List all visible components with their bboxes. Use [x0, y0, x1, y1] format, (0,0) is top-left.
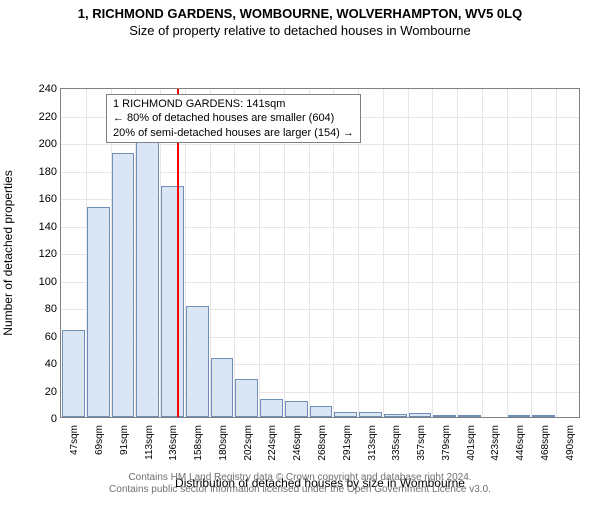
chart-footer: Contains HM Land Registry data © Crown c… [0, 472, 600, 496]
x-tick-label: 291sqm [342, 425, 353, 461]
histogram-bar [136, 108, 159, 417]
y-tick-label: 0 [51, 413, 57, 425]
x-tick-label: 379sqm [441, 425, 452, 461]
x-tick-label: 401sqm [466, 425, 477, 461]
x-tick-label: 158sqm [193, 425, 204, 461]
grid-line [507, 89, 508, 417]
x-tick-label: 446sqm [515, 425, 526, 461]
histogram-bar [260, 399, 283, 417]
histogram-bar [310, 406, 333, 417]
histogram-bar [211, 358, 234, 417]
histogram-bar [87, 207, 110, 417]
annotation-line: 20% of semi-detached houses are larger (… [113, 126, 354, 140]
annotation-line: 1 RICHMOND GARDENS: 141sqm [113, 97, 354, 111]
y-axis-title: Number of detached properties [1, 170, 15, 335]
histogram-bar [112, 153, 135, 417]
chart-title: 1, RICHMOND GARDENS, WOMBOURNE, WOLVERHA… [0, 0, 600, 21]
grid-line [457, 89, 458, 417]
histogram-bar [235, 379, 258, 418]
x-tick-label: 268sqm [317, 425, 328, 461]
chart-subtitle: Size of property relative to detached ho… [0, 21, 600, 40]
histogram-bar [532, 415, 555, 417]
chart-container: 0 20 40 60 80 100 120 140 160 180 200 220 240 47sqm 69… [0, 40, 600, 508]
y-tick-label: 160 [39, 193, 57, 205]
x-tick-label: 202sqm [243, 425, 254, 461]
x-tick-label: 113sqm [144, 425, 155, 460]
y-tick-label: 240 [39, 83, 57, 95]
histogram-bar [508, 415, 531, 417]
y-tick-label: 220 [39, 111, 57, 123]
histogram-bar [384, 414, 407, 417]
histogram-bar [334, 412, 357, 418]
histogram-bar [161, 186, 184, 417]
y-tick-label: 40 [45, 358, 57, 370]
x-tick-label: 69sqm [94, 425, 105, 455]
y-tick-label: 200 [39, 138, 57, 150]
grid-line [482, 89, 483, 417]
footer-line-1: Contains HM Land Registry data © Crown c… [0, 472, 600, 484]
x-tick-label: 136sqm [168, 425, 179, 461]
y-tick-label: 140 [39, 221, 57, 233]
y-tick-label: 60 [45, 331, 57, 343]
y-tick-label: 100 [39, 276, 57, 288]
grid-line [408, 89, 409, 417]
y-tick-label: 20 [45, 386, 57, 398]
histogram-bar [285, 401, 308, 418]
grid-line [383, 89, 384, 417]
histogram-bar [458, 415, 481, 417]
histogram-bar [433, 415, 456, 417]
annotation-line: ← 80% of detached houses are smaller (60… [113, 111, 354, 125]
annotation-box: 1 RICHMOND GARDENS: 141sqm← 80% of detac… [106, 94, 361, 143]
plot-area: 02040608010012014016018020022024047sqm69… [60, 88, 580, 418]
x-tick-label: 91sqm [119, 425, 130, 455]
x-tick-label: 468sqm [540, 425, 551, 461]
y-tick-label: 180 [39, 166, 57, 178]
x-tick-label: 47sqm [69, 425, 80, 455]
grid-line [556, 89, 557, 417]
histogram-bar [62, 330, 85, 417]
x-tick-label: 357sqm [416, 425, 427, 461]
x-tick-label: 423sqm [490, 425, 501, 461]
x-tick-label: 224sqm [267, 425, 278, 461]
x-tick-label: 313sqm [367, 425, 378, 461]
x-tick-label: 246sqm [292, 425, 303, 461]
y-tick-label: 120 [39, 248, 57, 260]
grid-line [86, 89, 87, 417]
x-tick-label: 490sqm [565, 425, 576, 461]
x-tick-label: 335sqm [391, 425, 402, 461]
grid-line [432, 89, 433, 417]
x-tick-label: 180sqm [218, 425, 229, 461]
y-tick-label: 80 [45, 303, 57, 315]
histogram-bar [359, 412, 382, 418]
histogram-bar [409, 413, 432, 417]
footer-line-2: Contains public sector information licen… [0, 484, 600, 496]
grid-line [531, 89, 532, 417]
histogram-bar [186, 306, 209, 417]
